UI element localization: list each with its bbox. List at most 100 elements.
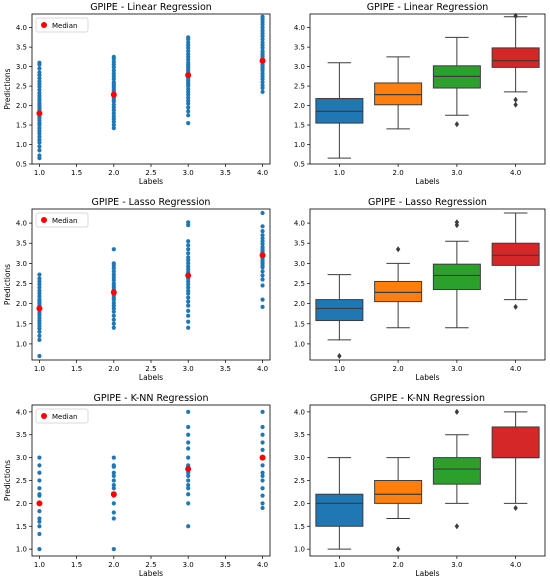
box-1 [315,62,364,159]
scatter-point [111,313,116,318]
y-tick-label: 1.0 [16,141,27,149]
y-tick-label: 4.0 [294,408,305,416]
legend: Median [35,17,89,33]
scatter-point [260,89,265,95]
scatter-point [186,295,191,300]
y-axis-label: Predictions [3,68,12,109]
scatter-point [111,463,116,468]
x-tick-label: 2.0 [108,561,119,569]
y-tick-label: 2.5 [16,83,27,91]
y-tick-label: 3.5 [294,240,305,248]
box-3 [432,36,481,128]
scatter-series-1 [37,272,42,359]
median-point [36,110,43,117]
median-point [110,289,117,296]
scatter-point [186,251,191,256]
y-tick-label: 2.5 [294,280,305,288]
scatter-point [260,80,265,85]
x-axis-label: Labels [139,177,163,186]
median-point [36,305,43,312]
x-tick-label: 2.0 [108,169,119,177]
legend: Median [35,212,89,228]
x-tick-label: 1.0 [34,365,45,373]
scatter-series-4 [260,210,265,309]
scatter-point [260,210,265,216]
scatter-point [37,337,42,342]
scatter-point [260,48,265,54]
x-tick-label: 2.0 [393,169,404,177]
legend-marker [41,413,47,419]
scatter-point [186,486,191,491]
scatter-point [186,482,191,488]
scatter-point [111,261,116,266]
scatter-point [186,247,191,252]
y-tick-label: 3.0 [16,63,27,71]
x-tick-label: 1.0 [34,561,45,569]
y-tick-label: 2.5 [294,477,305,485]
legend-label: Median [52,217,77,225]
y-tick-label: 2.0 [294,102,305,110]
scatter-series-2 [111,247,116,330]
scatter-point [260,14,265,19]
scatter-point [260,236,265,241]
y-tick-label: 3.0 [16,454,27,462]
y-tick-label: 3.0 [16,260,27,268]
y-tick-label: 2.5 [16,280,27,288]
median-point [185,466,192,473]
scatter-point [186,48,191,54]
box-4 [491,12,540,108]
scatter-point [186,325,191,330]
scatter-point [260,478,265,483]
scatter-point [37,531,42,537]
y-tick-label: 1.0 [16,546,27,554]
x-tick-label: 1.0 [334,365,345,373]
scatter-point [37,87,42,93]
scatter-series-4 [260,14,265,95]
scatter-series-3 [186,35,191,126]
legend-label: Median [52,22,77,30]
scatter-point [260,83,265,88]
scatter-point [37,492,42,497]
box-3 [432,219,481,329]
scatter-point [111,247,116,252]
flier-point [454,408,460,415]
y-tick-label: 1.5 [16,122,27,130]
scatter-point [186,261,191,266]
x-axis-label: Labels [415,177,439,186]
scatter-point [111,126,116,131]
chart-panel-1: GPIPE - Linear Regression 0.5 1.0 1.5 2.0 2.5… [3,2,271,186]
scatter-point [260,501,265,506]
box-body [315,493,364,527]
scatter-series-1 [37,455,42,552]
x-tick-label: 4.0 [257,169,268,177]
legend: Median [35,408,89,424]
x-tick-label: 2.0 [108,365,119,373]
y-tick-label: 3.5 [294,44,305,52]
y-tick-label: 1.5 [16,320,27,328]
legend-label: Median [52,413,77,421]
scatter-point [37,486,42,491]
scatter-point [260,233,265,238]
scatter-point [111,111,116,116]
scatter-point [37,353,42,359]
y-tick-label: 3.0 [294,63,305,71]
scatter-point [111,71,116,76]
chart-panel-2: GPIPE - Linear Regression 0.5 1.0 1.5 2.0 2.5… [294,2,546,186]
chart-title: GPIPE - K-NN Regression [94,393,209,404]
scatter-point [186,319,191,324]
scatter-point [37,524,42,529]
scatter-point [260,297,265,302]
flier-point [513,504,518,511]
scatter-point [186,303,191,308]
scatter-point [186,60,191,65]
box-body [432,457,481,485]
chart-panel-5: GPIPE - K-NN Regression 1.0 1.5 2.0 2.5 3.0 3.… [3,393,271,578]
scatter-point [37,60,42,65]
y-tick-label: 3.5 [16,431,27,439]
scatter-series-4 [260,409,265,511]
y-tick-label: 3.5 [16,240,27,248]
scatter-point [186,473,191,479]
box-1 [315,274,364,359]
box-body [491,47,540,68]
